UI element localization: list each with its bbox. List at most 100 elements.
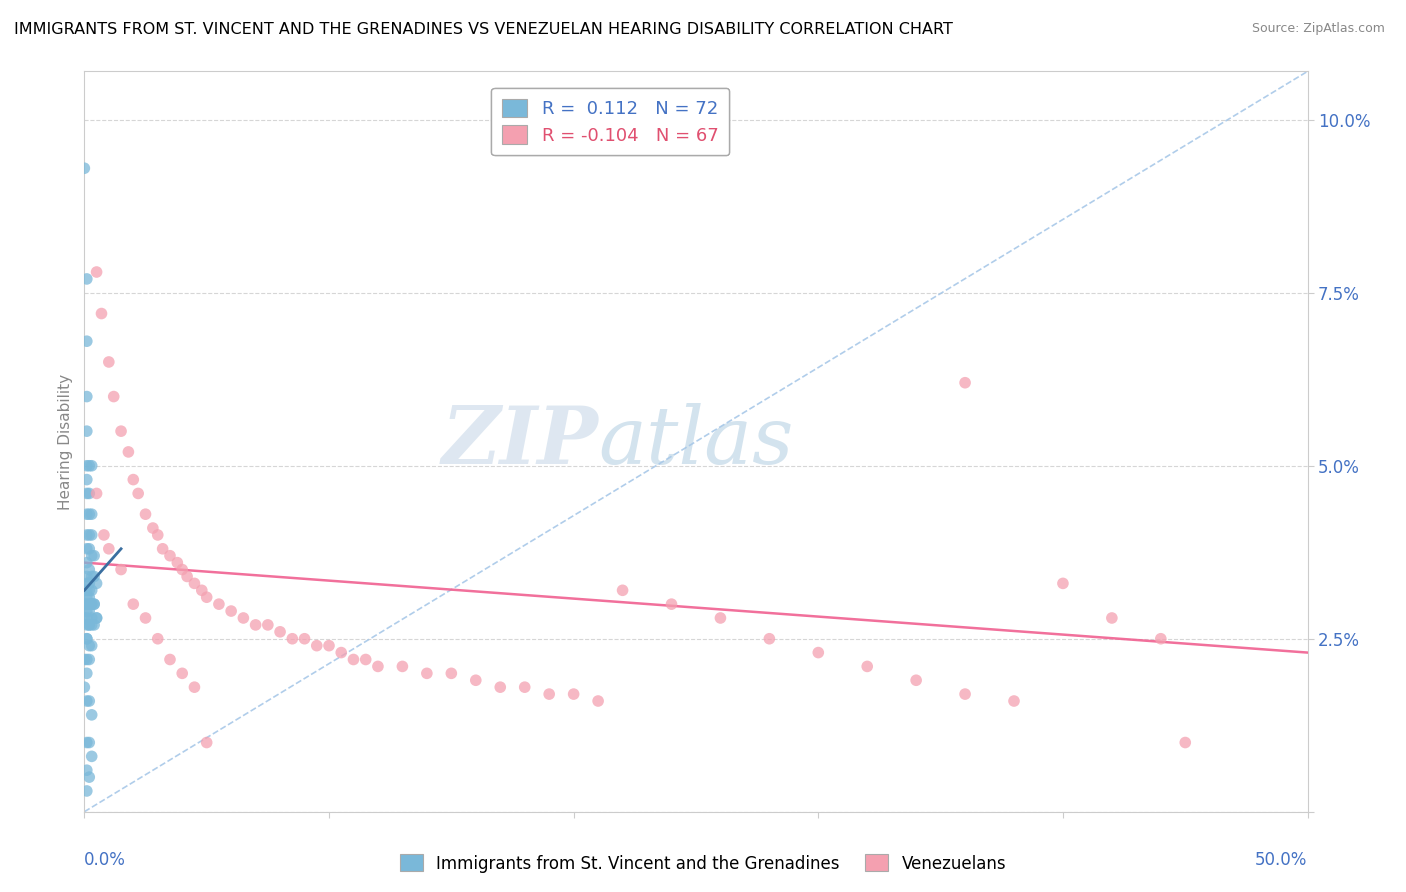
Point <box>146 632 169 646</box>
Point <box>953 376 976 390</box>
Point <box>77 583 100 598</box>
Point <box>86 611 108 625</box>
Point <box>117 445 139 459</box>
Point <box>146 528 169 542</box>
Point <box>76 424 98 438</box>
Point <box>183 680 205 694</box>
Point <box>76 604 98 618</box>
Point <box>77 563 100 577</box>
Point <box>80 528 103 542</box>
Point <box>76 576 98 591</box>
Text: atlas: atlas <box>598 403 793 480</box>
Point <box>97 541 120 556</box>
Point <box>77 541 100 556</box>
Point <box>807 646 830 660</box>
Point <box>330 646 353 660</box>
Point <box>76 458 98 473</box>
Point <box>80 749 103 764</box>
Point <box>76 632 98 646</box>
Point <box>513 680 536 694</box>
Point <box>80 507 103 521</box>
Point <box>76 763 98 777</box>
Point <box>318 639 340 653</box>
Point <box>76 597 98 611</box>
Point <box>76 507 98 521</box>
Point <box>80 583 103 598</box>
Point <box>110 424 132 438</box>
Text: ZIP: ZIP <box>441 403 598 480</box>
Point <box>76 486 98 500</box>
Point <box>77 604 100 618</box>
Point <box>80 707 103 722</box>
Point <box>172 563 194 577</box>
Point <box>758 632 780 646</box>
Point <box>152 541 174 556</box>
Legend: R =  0.112   N = 72, R = -0.104   N = 67: R = 0.112 N = 72, R = -0.104 N = 67 <box>491 87 730 155</box>
Text: Source: ZipAtlas.com: Source: ZipAtlas.com <box>1251 22 1385 36</box>
Point <box>440 666 463 681</box>
Point <box>76 591 98 605</box>
Point <box>367 659 389 673</box>
Point <box>294 632 316 646</box>
Point <box>76 632 98 646</box>
Point <box>77 486 100 500</box>
Text: 50.0%: 50.0% <box>1256 851 1308 869</box>
Point <box>142 521 165 535</box>
Point <box>76 569 98 583</box>
Point <box>80 569 103 583</box>
Point <box>83 549 105 563</box>
Y-axis label: Hearing Disability: Hearing Disability <box>58 374 73 509</box>
Text: IMMIGRANTS FROM ST. VINCENT AND THE GRENADINES VS VENEZUELAN HEARING DISABILITY : IMMIGRANTS FROM ST. VINCENT AND THE GREN… <box>14 22 953 37</box>
Point <box>232 611 254 625</box>
Point <box>159 549 181 563</box>
Point <box>76 694 98 708</box>
Point <box>122 597 145 611</box>
Point <box>305 639 328 653</box>
Point <box>354 652 377 666</box>
Point <box>127 486 149 500</box>
Legend: Immigrants from St. Vincent and the Grenadines, Venezuelans: Immigrants from St. Vincent and the Gren… <box>394 847 1012 880</box>
Point <box>342 652 364 666</box>
Point <box>86 576 108 591</box>
Point <box>122 473 145 487</box>
Point <box>1052 576 1074 591</box>
Point <box>73 652 96 666</box>
Point <box>159 652 181 666</box>
Point <box>661 597 683 611</box>
Point <box>83 618 105 632</box>
Point <box>464 673 486 688</box>
Point <box>103 390 125 404</box>
Point <box>391 659 413 673</box>
Point <box>856 659 879 673</box>
Point <box>195 591 218 605</box>
Point <box>76 652 98 666</box>
Point <box>76 556 98 570</box>
Point <box>86 486 108 500</box>
Point <box>709 611 731 625</box>
Point <box>77 770 100 784</box>
Point <box>80 549 103 563</box>
Point <box>281 632 304 646</box>
Point <box>183 576 205 591</box>
Point <box>245 618 267 632</box>
Point <box>166 556 188 570</box>
Point <box>80 611 103 625</box>
Point <box>83 597 105 611</box>
Point <box>77 618 100 632</box>
Point <box>97 355 120 369</box>
Point <box>76 541 98 556</box>
Point <box>612 583 634 598</box>
Point <box>73 583 96 598</box>
Point <box>416 666 439 681</box>
Point <box>80 597 103 611</box>
Point <box>77 458 100 473</box>
Point <box>76 473 98 487</box>
Point <box>77 735 100 749</box>
Point <box>73 611 96 625</box>
Point <box>83 597 105 611</box>
Point <box>1174 735 1197 749</box>
Point <box>1101 611 1123 625</box>
Point <box>86 611 108 625</box>
Point <box>77 597 100 611</box>
Point <box>257 618 280 632</box>
